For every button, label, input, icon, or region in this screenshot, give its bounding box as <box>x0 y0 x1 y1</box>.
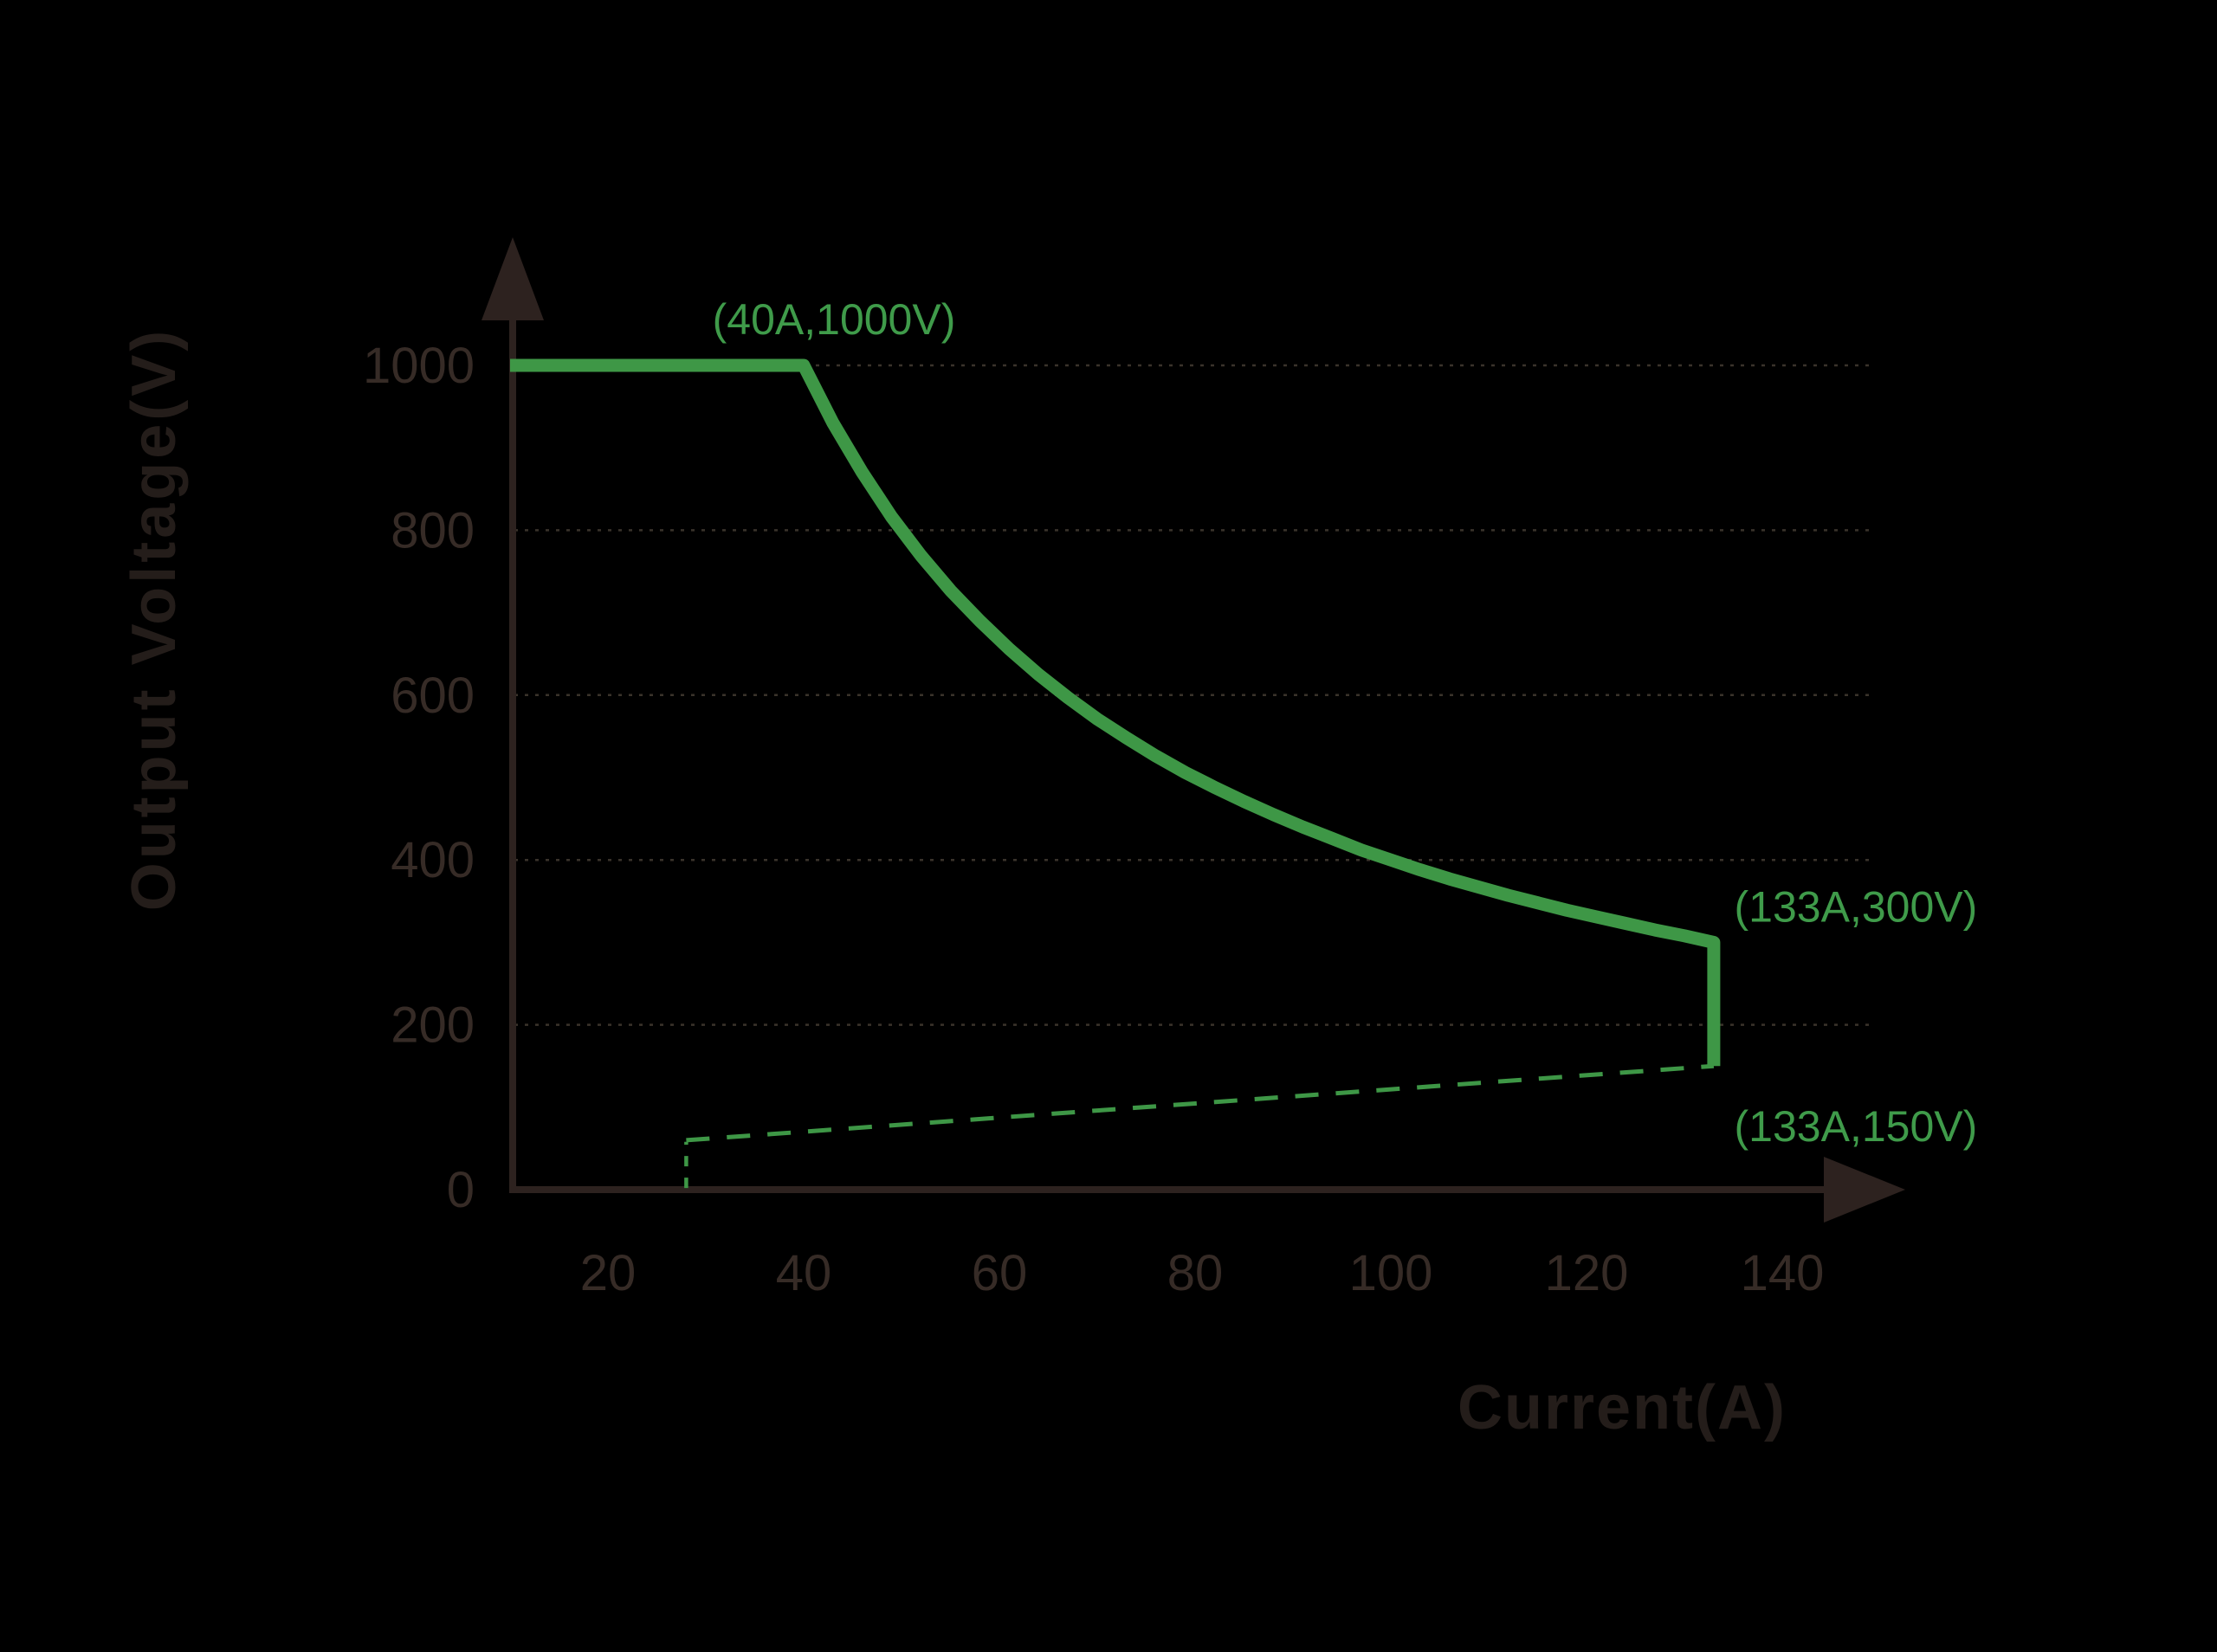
min-voltage-line <box>686 1063 1715 1143</box>
y-tick-label-400: 400 <box>391 832 475 888</box>
annotation-label-1: (133A,300V) <box>1735 882 1978 931</box>
annotation-label-0: (40A,1000V) <box>713 295 956 344</box>
x-tick-label-20: 20 <box>580 1245 637 1301</box>
point-annotations: (40A,1000V) (133A,300V) (133A,150V) <box>713 295 1978 1151</box>
y-axis-arrow <box>482 237 544 320</box>
gridlines <box>514 364 1871 1026</box>
y-tick-label-0: 0 <box>447 1162 475 1218</box>
x-tick-label-60: 60 <box>972 1245 1028 1301</box>
x-tick-label-100: 100 <box>1349 1245 1433 1301</box>
x-tick-label-140: 140 <box>1741 1245 1825 1301</box>
x-tick-label-80: 80 <box>1167 1245 1224 1301</box>
data-series <box>510 358 1721 1189</box>
y-tick-label-800: 800 <box>391 502 475 558</box>
axes <box>482 237 1905 1223</box>
y-tick-label-1000: 1000 <box>363 338 475 394</box>
y-axis-title: Output Voltage(V) <box>120 327 189 912</box>
y-tick-label-200: 200 <box>391 997 475 1054</box>
output-voltage-envelope <box>510 358 1721 1067</box>
x-tick-label-40: 40 <box>776 1245 832 1301</box>
annotation-label-2: (133A,150V) <box>1735 1102 1978 1151</box>
x-axis-arrow <box>1824 1157 1905 1223</box>
x-axis-title: Current(A) <box>1458 1373 1787 1442</box>
tick-labels: 0 200 400 600 800 1000 20 40 60 80 100 120 140 <box>363 338 1824 1301</box>
x-tick-label-120: 120 <box>1545 1245 1629 1301</box>
y-tick-label-600: 600 <box>391 668 475 724</box>
